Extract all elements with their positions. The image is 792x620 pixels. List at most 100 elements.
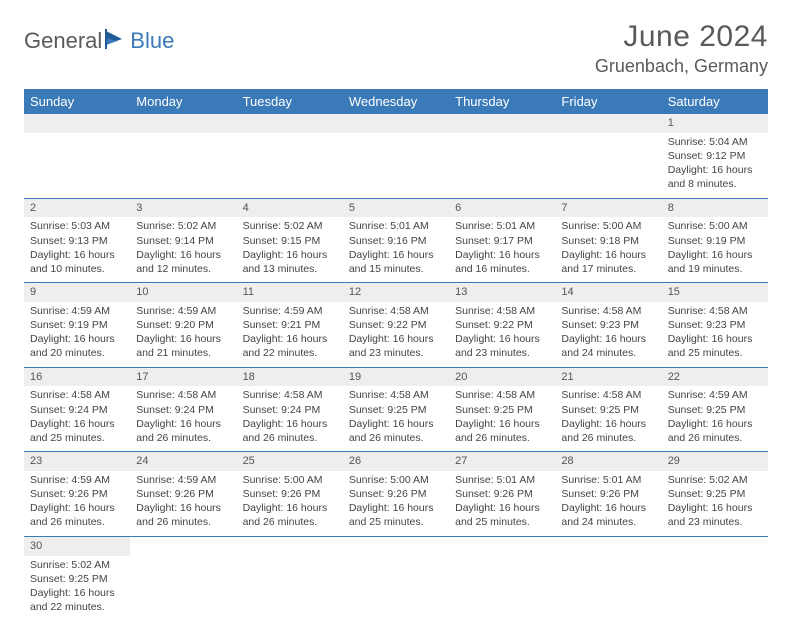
daylight-text: Daylight: 16 hours and 26 minutes. <box>30 501 124 529</box>
day-data-cell <box>662 556 768 620</box>
sunset-text: Sunset: 9:12 PM <box>668 149 762 163</box>
sunrise-text: Sunrise: 4:58 AM <box>136 388 230 402</box>
day-data-cell: Sunrise: 5:01 AMSunset: 9:16 PMDaylight:… <box>343 217 449 282</box>
day-data-cell <box>237 133 343 198</box>
sunset-text: Sunset: 9:25 PM <box>30 572 124 586</box>
day-number-cell: 18 <box>237 367 343 386</box>
sunset-text: Sunset: 9:22 PM <box>455 318 549 332</box>
sunset-text: Sunset: 9:25 PM <box>455 403 549 417</box>
daylight-text: Daylight: 16 hours and 12 minutes. <box>136 248 230 276</box>
weekday-header: Sunday <box>24 89 130 114</box>
sunset-text: Sunset: 9:22 PM <box>349 318 443 332</box>
sunrise-text: Sunrise: 5:00 AM <box>668 219 762 233</box>
sunrise-text: Sunrise: 5:01 AM <box>349 219 443 233</box>
day-data-cell <box>237 556 343 620</box>
daylight-text: Daylight: 16 hours and 24 minutes. <box>561 501 655 529</box>
weekday-header-row: SundayMondayTuesdayWednesdayThursdayFrid… <box>24 89 768 114</box>
sunrise-text: Sunrise: 4:59 AM <box>136 304 230 318</box>
day-number-cell: 4 <box>237 198 343 217</box>
day-number-cell: 30 <box>24 536 130 555</box>
day-number-cell: 14 <box>555 283 661 302</box>
day-data-cell: Sunrise: 4:59 AMSunset: 9:21 PMDaylight:… <box>237 302 343 367</box>
daynum-row: 16171819202122 <box>24 367 768 386</box>
daylight-text: Daylight: 16 hours and 25 minutes. <box>668 332 762 360</box>
daylight-text: Daylight: 16 hours and 25 minutes. <box>349 501 443 529</box>
day-data-cell: Sunrise: 5:04 AMSunset: 9:12 PMDaylight:… <box>662 133 768 198</box>
daynum-row: 1 <box>24 114 768 133</box>
sunset-text: Sunset: 9:14 PM <box>136 234 230 248</box>
day-number-cell <box>662 536 768 555</box>
sunrise-text: Sunrise: 4:58 AM <box>455 304 549 318</box>
daylight-text: Daylight: 16 hours and 25 minutes. <box>455 501 549 529</box>
daylight-text: Daylight: 16 hours and 23 minutes. <box>668 501 762 529</box>
sunset-text: Sunset: 9:23 PM <box>668 318 762 332</box>
sunrise-text: Sunrise: 5:00 AM <box>561 219 655 233</box>
day-number-cell: 26 <box>343 452 449 471</box>
sunset-text: Sunset: 9:24 PM <box>243 403 337 417</box>
daynum-row: 23242526272829 <box>24 452 768 471</box>
day-data-cell <box>449 133 555 198</box>
day-number-cell: 16 <box>24 367 130 386</box>
daylight-text: Daylight: 16 hours and 26 minutes. <box>668 417 762 445</box>
day-data-cell: Sunrise: 5:02 AMSunset: 9:15 PMDaylight:… <box>237 217 343 282</box>
day-number-cell <box>237 536 343 555</box>
sunset-text: Sunset: 9:26 PM <box>349 487 443 501</box>
day-number-cell: 11 <box>237 283 343 302</box>
sunrise-text: Sunrise: 5:03 AM <box>30 219 124 233</box>
day-data-cell: Sunrise: 4:58 AMSunset: 9:24 PMDaylight:… <box>130 386 236 451</box>
sunrise-text: Sunrise: 4:58 AM <box>349 388 443 402</box>
day-number-cell: 6 <box>449 198 555 217</box>
day-data-cell: Sunrise: 5:01 AMSunset: 9:26 PMDaylight:… <box>555 471 661 536</box>
day-data-cell: Sunrise: 5:03 AMSunset: 9:13 PMDaylight:… <box>24 217 130 282</box>
daylight-text: Daylight: 16 hours and 25 minutes. <box>30 417 124 445</box>
day-number-cell: 17 <box>130 367 236 386</box>
day-number-cell: 7 <box>555 198 661 217</box>
daynum-row: 30 <box>24 536 768 555</box>
day-data-cell: Sunrise: 4:59 AMSunset: 9:26 PMDaylight:… <box>24 471 130 536</box>
sunset-text: Sunset: 9:25 PM <box>668 487 762 501</box>
sunset-text: Sunset: 9:23 PM <box>561 318 655 332</box>
day-number-cell: 21 <box>555 367 661 386</box>
day-data-cell: Sunrise: 4:59 AMSunset: 9:20 PMDaylight:… <box>130 302 236 367</box>
day-number-cell <box>449 536 555 555</box>
daylight-text: Daylight: 16 hours and 26 minutes. <box>136 501 230 529</box>
sunset-text: Sunset: 9:19 PM <box>668 234 762 248</box>
daylight-text: Daylight: 16 hours and 23 minutes. <box>455 332 549 360</box>
day-data-cell <box>24 133 130 198</box>
month-title: June 2024 <box>595 20 768 54</box>
sunrise-text: Sunrise: 5:02 AM <box>243 219 337 233</box>
daylight-text: Daylight: 16 hours and 21 minutes. <box>136 332 230 360</box>
sunrise-text: Sunrise: 4:59 AM <box>30 473 124 487</box>
day-data-cell: Sunrise: 5:01 AMSunset: 9:17 PMDaylight:… <box>449 217 555 282</box>
day-data-cell: Sunrise: 5:00 AMSunset: 9:19 PMDaylight:… <box>662 217 768 282</box>
day-data-cell: Sunrise: 4:59 AMSunset: 9:26 PMDaylight:… <box>130 471 236 536</box>
daylight-text: Daylight: 16 hours and 13 minutes. <box>243 248 337 276</box>
daylight-text: Daylight: 16 hours and 26 minutes. <box>561 417 655 445</box>
day-number-cell <box>555 114 661 133</box>
day-number-cell: 1 <box>662 114 768 133</box>
sunset-text: Sunset: 9:26 PM <box>30 487 124 501</box>
sunset-text: Sunset: 9:19 PM <box>30 318 124 332</box>
location-text: Gruenbach, Germany <box>595 56 768 77</box>
day-data-cell: Sunrise: 4:58 AMSunset: 9:25 PMDaylight:… <box>343 386 449 451</box>
daynum-row: 9101112131415 <box>24 283 768 302</box>
day-number-cell: 27 <box>449 452 555 471</box>
weekday-header: Thursday <box>449 89 555 114</box>
day-data-cell: Sunrise: 5:01 AMSunset: 9:26 PMDaylight:… <box>449 471 555 536</box>
weekday-header: Monday <box>130 89 236 114</box>
day-data-cell <box>130 556 236 620</box>
daylight-text: Daylight: 16 hours and 20 minutes. <box>30 332 124 360</box>
sunrise-text: Sunrise: 5:00 AM <box>349 473 443 487</box>
sunrise-text: Sunrise: 4:58 AM <box>243 388 337 402</box>
sunrise-text: Sunrise: 5:02 AM <box>30 558 124 572</box>
sunset-text: Sunset: 9:13 PM <box>30 234 124 248</box>
day-data-row: Sunrise: 4:59 AMSunset: 9:19 PMDaylight:… <box>24 302 768 367</box>
day-data-row: Sunrise: 5:03 AMSunset: 9:13 PM Daylight:… <box>24 217 768 282</box>
day-data-cell: Sunrise: 4:58 AMSunset: 9:24 PMDaylight:… <box>24 386 130 451</box>
calendar-table: SundayMondayTuesdayWednesdayThursdayFrid… <box>24 89 768 620</box>
title-block: June 2024 Gruenbach, Germany <box>595 20 768 77</box>
daylight-text: Daylight: 16 hours and 17 minutes. <box>561 248 655 276</box>
day-data-row: Sunrise: 4:58 AMSunset: 9:24 PMDaylight:… <box>24 386 768 451</box>
daylight-text: Daylight: 16 hours and 16 minutes. <box>455 248 549 276</box>
weekday-header: Tuesday <box>237 89 343 114</box>
